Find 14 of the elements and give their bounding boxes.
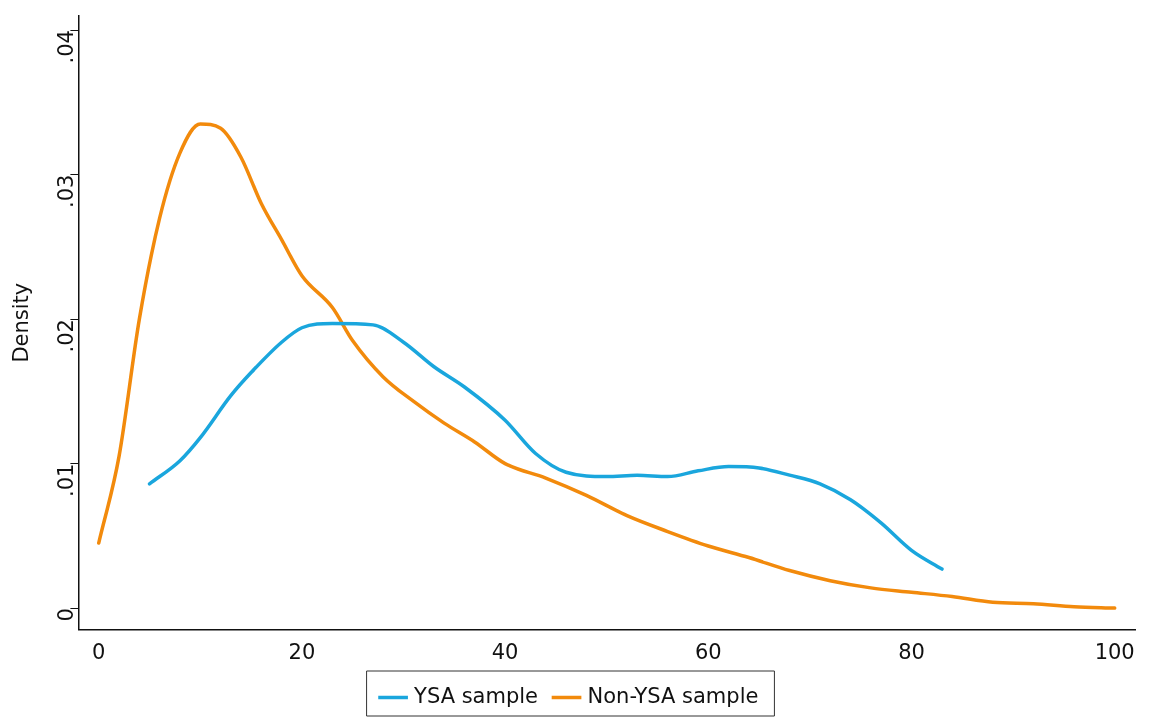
x-tick-label: 40 [491,639,519,664]
x-tick-label: 20 [288,639,316,664]
y-tick-label: .04 [53,30,78,64]
legend-label: Non-YSA sample [587,683,759,708]
y-tick-label: .01 [53,463,78,498]
x-tick-label: 80 [898,639,925,664]
y-tick-label: .03 [53,174,78,208]
y-axis-title: Density [9,282,34,363]
y-tick-label: .02 [53,319,78,353]
legend-label: YSA sample [413,683,539,708]
x-tick-label: 0 [92,639,106,664]
x-tick-label: 100 [1094,639,1135,664]
y-tick-label: 0 [53,608,78,622]
x-tick-label: 60 [694,639,722,664]
